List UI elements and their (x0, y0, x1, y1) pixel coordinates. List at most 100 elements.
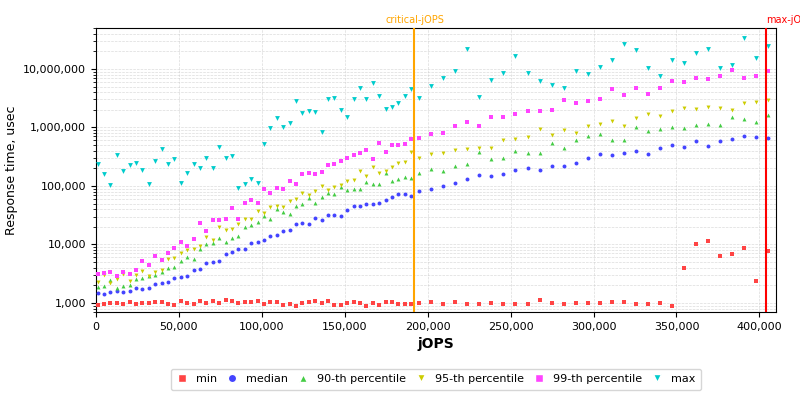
Point (690, 241, 702, 248)
Point (238, 215, 251, 222)
Point (461, 145, 474, 152)
Point (473, 122, 486, 129)
Point (238, 246, 251, 252)
Point (200, 228, 213, 234)
Point (449, 180, 462, 186)
Point (714, 72, 726, 79)
Point (678, 144, 690, 150)
Point (738, 74, 750, 81)
Point (206, 237, 219, 244)
Point (174, 250, 187, 256)
Point (155, 146, 168, 152)
Point (360, 146, 373, 153)
Point (104, 277, 117, 284)
Legend: min, median, 90-th percentile, 95-th percentile, 99-th percentile, max: min, median, 90-th percentile, 95-th per… (171, 369, 701, 390)
Point (379, 148, 392, 155)
Point (545, 163, 558, 170)
Point (437, 168, 450, 174)
Point (168, 274, 181, 281)
Point (290, 98, 302, 104)
Point (569, 100, 582, 106)
Point (398, 190, 411, 197)
Point (219, 239, 232, 245)
Point (277, 302, 290, 308)
Point (354, 203, 366, 209)
Point (334, 302, 347, 308)
Point (425, 186, 438, 192)
Point (654, 85, 666, 91)
Point (130, 285, 142, 292)
Point (296, 220, 309, 226)
Point (232, 300, 245, 306)
Point (690, 138, 702, 144)
Point (187, 301, 200, 307)
Point (581, 155, 594, 162)
Point (270, 231, 283, 238)
Point (245, 215, 258, 222)
Point (149, 252, 162, 259)
Point (206, 259, 219, 266)
Point (581, 123, 594, 130)
Point (521, 165, 534, 172)
Point (226, 226, 238, 233)
Point (386, 164, 398, 170)
Point (315, 300, 328, 306)
Point (206, 240, 219, 246)
Point (328, 211, 341, 218)
Point (413, 188, 426, 194)
Point (187, 256, 200, 262)
Point (322, 162, 334, 168)
Point (283, 301, 296, 308)
Point (347, 186, 360, 192)
Point (328, 191, 341, 198)
Point (245, 299, 258, 305)
Point (473, 149, 486, 156)
Point (762, 43, 774, 49)
Point (569, 68, 582, 74)
Point (206, 217, 219, 224)
Point (485, 77, 498, 83)
Point (200, 155, 213, 162)
Point (461, 46, 474, 52)
Point (290, 302, 302, 309)
Point (413, 300, 426, 306)
Point (714, 65, 726, 72)
Point (328, 302, 341, 308)
Point (379, 299, 392, 305)
Point (309, 109, 322, 115)
Point (341, 187, 354, 194)
Point (290, 203, 302, 209)
Point (386, 194, 398, 200)
Point (354, 150, 366, 156)
Point (341, 207, 354, 214)
Point (155, 299, 168, 305)
Point (373, 200, 386, 206)
Point (726, 114, 738, 120)
Point (666, 141, 678, 148)
Point (726, 136, 738, 142)
Point (750, 134, 762, 140)
Point (461, 300, 474, 307)
Point (690, 50, 702, 56)
Point (533, 166, 546, 173)
Point (373, 140, 386, 146)
Point (219, 155, 232, 161)
Point (296, 201, 309, 207)
Point (726, 67, 738, 73)
Point (187, 266, 200, 273)
Point (654, 126, 666, 132)
Point (449, 147, 462, 153)
Point (296, 171, 309, 178)
Point (642, 111, 654, 117)
Point (593, 300, 606, 306)
Point (449, 68, 462, 74)
Point (360, 302, 373, 309)
Point (654, 145, 666, 152)
Point (750, 72, 762, 79)
Point (149, 299, 162, 306)
Point (232, 184, 245, 191)
Point (461, 176, 474, 182)
Point (379, 197, 392, 204)
Point (245, 176, 258, 182)
Point (533, 78, 546, 84)
